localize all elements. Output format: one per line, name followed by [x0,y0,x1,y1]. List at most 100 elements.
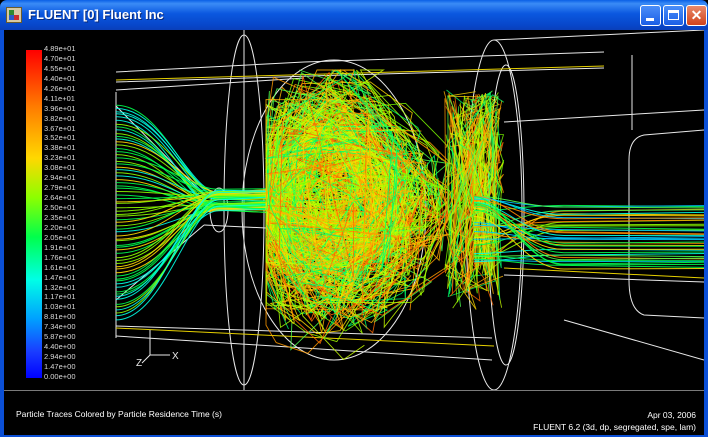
colorbar-label: 7.34e+00 [44,322,76,332]
colorbar-label: 1.91e+01 [44,242,76,252]
colorbar-label: 1.32e+01 [44,282,76,292]
inlet-traces [115,104,267,321]
colorbar-label: 2.35e+01 [44,212,76,222]
title-bar[interactable]: FLUENT [0] Fluent Inc ✕ [0,0,708,30]
colorbar-label: 8.81e+00 [44,312,76,322]
particle-trace [473,209,704,229]
colorbar-label: 4.70e+01 [44,53,76,63]
particle-trace [473,222,704,240]
colorbar-label: 4.11e+01 [44,93,75,103]
info-panel: Particle Traces Colored by Particle Resi… [4,390,704,435]
plot-date: Apr 03, 2006 [647,410,696,420]
colorbar-label: 2.94e+01 [44,173,76,183]
particle-trace [265,101,397,268]
swirl-traces [264,68,505,361]
colorbar-label: 4.40e+00 [44,342,76,352]
window-frame-left [0,30,4,437]
particle-trace-scene: Z X [115,30,704,390]
particle-trace [473,195,704,235]
colorbar-label: 5.87e+00 [44,332,76,342]
particle-trace [115,157,267,190]
colorbar-label: 4.26e+01 [44,83,76,93]
particle-trace [115,204,267,321]
particle-trace [271,75,355,345]
particle-trace [473,203,704,265]
maximize-button[interactable] [663,5,684,26]
colorbar-label: 3.08e+01 [44,163,76,173]
particle-trace [444,138,487,310]
maximize-icon [668,10,679,20]
minimize-icon [646,18,654,21]
particle-trace [473,202,704,247]
colorbar-label: 2.79e+01 [44,183,76,193]
particle-trace [473,215,704,270]
fluent-app-icon[interactable] [6,7,22,23]
particle-trace [473,254,704,258]
particle-trace [269,102,355,268]
particle-trace [448,97,505,263]
minimize-button[interactable] [640,5,661,26]
particle-trace [304,126,411,234]
particle-trace [473,197,704,215]
particle-trace [115,196,267,230]
particle-trace [473,219,704,228]
window-frame-right [704,30,708,437]
colorbar-label: 3.38e+01 [44,143,76,153]
solver-version: FLUENT 6.2 (3d, dp, segregated, spe, lam… [533,422,696,432]
particle-trace [473,259,704,263]
colorbar-label: 2.05e+01 [44,232,76,242]
axis-z-label: Z [136,358,142,369]
graphics-viewport[interactable]: Z X 4.89e+01 4.70e+01 4.55e+01 4.40e+01 4.26… [4,30,704,390]
axis-x-label: X [172,351,179,362]
colorbar-label: 1.61e+01 [44,262,76,272]
window-frame-bottom [0,434,708,437]
colorbar [26,50,42,378]
particle-trace [302,68,378,282]
particle-trace [473,195,704,209]
colorbar-label: 1.17e+01 [44,292,76,302]
particle-trace [473,203,704,260]
particle-trace [473,201,704,237]
particle-trace [452,95,499,223]
particle-trace [265,170,454,233]
colorbar-label: 2.20e+01 [44,222,76,232]
plot-title: Particle Traces Colored by Particle Resi… [16,409,222,419]
colorbar-label: 1.47e+00 [44,362,76,372]
colorbar-label: 1.03e+01 [44,302,76,312]
particle-trace [115,189,267,317]
colorbar-label: 1.76e+01 [44,252,76,262]
particle-trace [473,200,704,220]
particle-trace [286,95,436,332]
particle-trace [473,207,704,246]
particle-trace [473,258,704,268]
particle-trace [473,229,704,260]
close-button[interactable]: ✕ [686,5,707,26]
window-title: FLUENT [0] Fluent Inc [28,7,164,22]
particle-trace [115,191,267,268]
particle-trace [452,103,495,309]
particle-trace [265,116,383,325]
yellow-edge-lines [115,65,704,347]
colorbar-label: 0.00e+00 [44,372,76,381]
particle-trace [449,124,498,276]
particle-trace [115,197,267,280]
particle-trace [270,85,421,295]
axes-triad [141,330,170,364]
colorbar-label: 2.94e+00 [44,352,76,362]
colorbar-label: 4.55e+01 [44,63,76,73]
particle-trace [115,194,267,262]
outlet-traces [473,195,704,270]
particle-trace [115,202,267,295]
particle-trace [115,201,267,282]
particle-trace [265,153,465,316]
particle-trace [265,124,419,323]
particle-trace [267,69,404,284]
particle-trace [115,206,267,254]
close-icon: ✕ [690,7,703,23]
colorbar-label: 3.96e+01 [44,103,76,113]
colorbar-label: 4.40e+01 [44,73,76,83]
colorbar-label: 1.47e+01 [44,272,76,282]
particle-trace [447,104,490,187]
particle-trace [449,101,490,277]
